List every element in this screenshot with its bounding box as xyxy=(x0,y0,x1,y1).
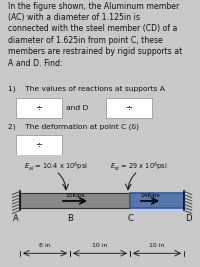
Text: ÷: ÷ xyxy=(126,103,132,112)
Text: 10 in: 10 in xyxy=(92,243,108,248)
Text: B: B xyxy=(67,214,73,223)
FancyBboxPatch shape xyxy=(16,135,62,155)
Text: 10 in: 10 in xyxy=(149,243,165,248)
FancyBboxPatch shape xyxy=(16,97,62,118)
Text: ÷: ÷ xyxy=(36,140,42,149)
Text: 1)    The values of reactions at supports A: 1) The values of reactions at supports A xyxy=(8,86,165,92)
Text: $E_{st}$ = 29 x 10$^6$psi: $E_{st}$ = 29 x 10$^6$psi xyxy=(110,160,167,173)
Bar xyxy=(130,194,184,209)
FancyBboxPatch shape xyxy=(106,97,152,118)
Text: A: A xyxy=(13,214,18,223)
Text: 15Kips: 15Kips xyxy=(65,194,85,198)
Text: $E_{al}$ = 10.4 x 10$^6$psi: $E_{al}$ = 10.4 x 10$^6$psi xyxy=(24,160,88,173)
Text: ÷: ÷ xyxy=(36,103,42,112)
Text: In the figure shown, the Aluminum member
(AC) with a diameter of 1.125in is
conn: In the figure shown, the Aluminum member… xyxy=(8,2,182,68)
Text: D: D xyxy=(185,214,191,223)
Text: C: C xyxy=(127,214,133,223)
Text: and D: and D xyxy=(66,105,88,111)
Bar xyxy=(20,194,130,209)
Text: 2)    The deformation at point C (δ): 2) The deformation at point C (δ) xyxy=(8,124,139,130)
Text: 14Kips: 14Kips xyxy=(140,194,160,198)
Text: 8 in: 8 in xyxy=(39,243,51,248)
